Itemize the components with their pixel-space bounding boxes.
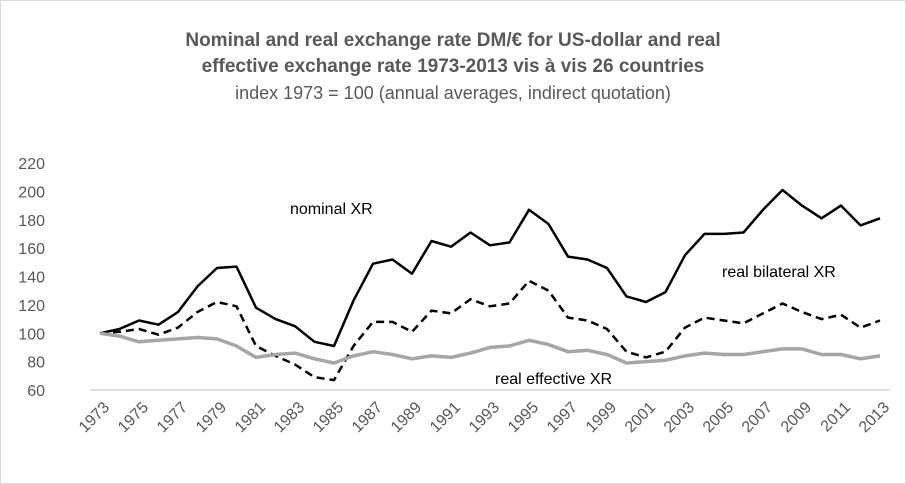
- chart-title: Nominal and real exchange rate DM/€ for …: [185, 30, 720, 51]
- chart-title: effective exchange rate 1973-2013 vis à …: [202, 56, 705, 77]
- series-line: [99, 279, 881, 382]
- chart-subtitle: index 1973 = 100 (annual averages, indir…: [235, 83, 671, 103]
- y-tick-label: 160: [18, 241, 45, 258]
- y-tick-label: 140: [18, 270, 45, 287]
- series-label-bg: [286, 198, 436, 220]
- y-tick-label: 60: [27, 383, 45, 400]
- y-tick-label: 80: [27, 355, 45, 372]
- y-tick-label: 100: [18, 326, 45, 343]
- series-label: real effective XR: [495, 371, 612, 388]
- series-line: [99, 188, 881, 348]
- series-label: real bilateral XR: [722, 264, 836, 281]
- y-tick-label: 220: [18, 156, 45, 173]
- y-tick-label: 200: [18, 184, 45, 201]
- y-tick-label: 120: [18, 298, 45, 315]
- y-tick-label: 180: [18, 213, 45, 230]
- series-line: [99, 331, 881, 365]
- series-label: nominal XR: [290, 201, 373, 218]
